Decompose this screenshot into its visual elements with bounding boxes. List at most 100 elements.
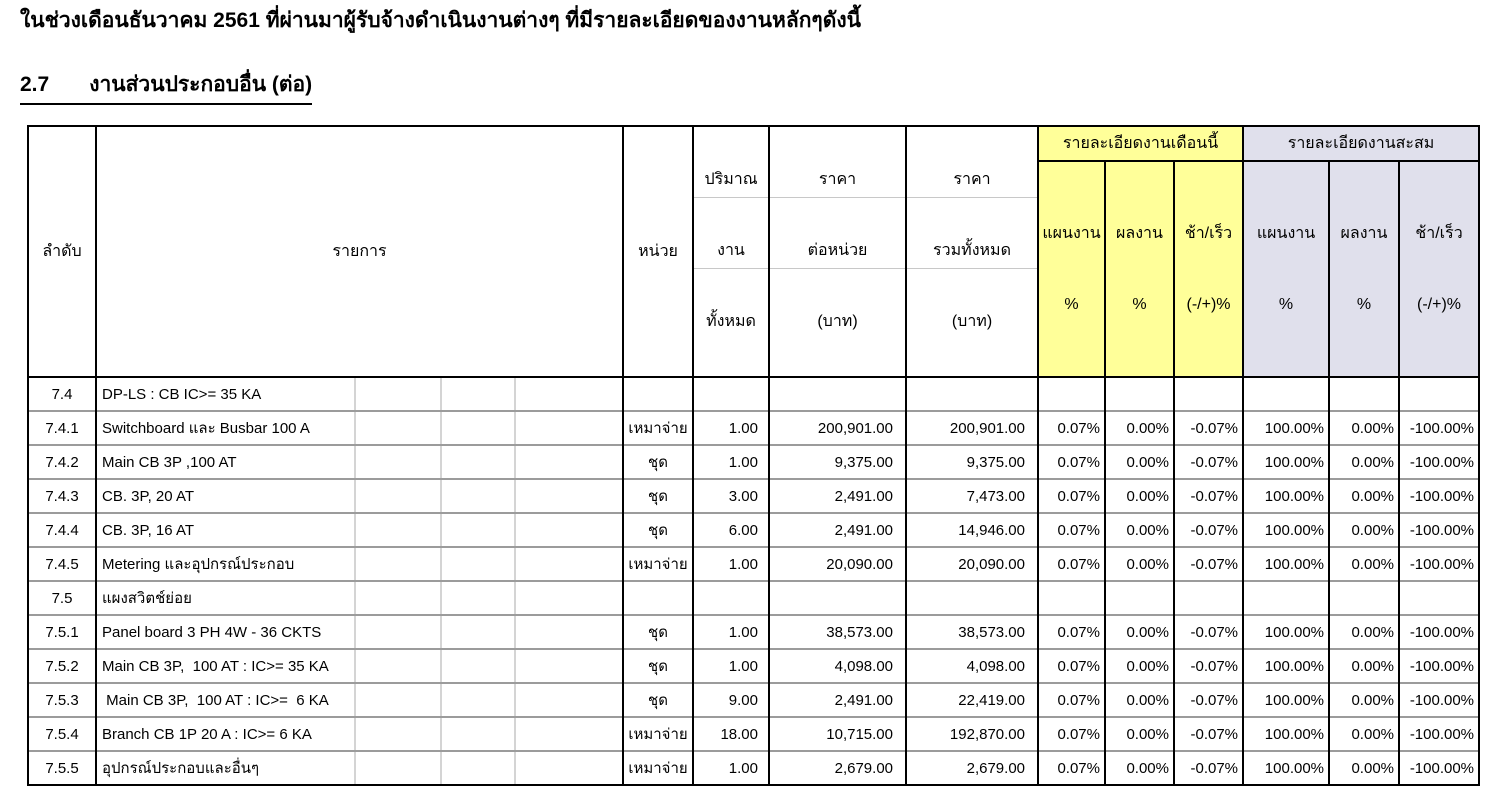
month-actual-cell: 0.00% bbox=[1104, 478, 1175, 513]
month-plan-cell: 0.07% bbox=[1037, 750, 1106, 785]
cum-diff-cell: -100.00% bbox=[1398, 648, 1481, 683]
item-cell: CB. 3P, 16 AT bbox=[95, 512, 624, 547]
qty-cell: 1.00 bbox=[692, 444, 770, 479]
row-no-cell: 7.4.4 bbox=[27, 512, 97, 547]
cum-plan-cell: 100.00% bbox=[1242, 614, 1331, 649]
cum-actual-cell: 0.00% bbox=[1328, 682, 1401, 717]
month-plan-cell: 0.07% bbox=[1037, 478, 1106, 513]
cum-plan-cell: 100.00% bbox=[1242, 444, 1331, 479]
item-cell: แผงสวิตช์ย่อย bbox=[95, 580, 624, 615]
month-plan-cell: 0.07% bbox=[1037, 614, 1106, 649]
cum-diff-cell: -100.00% bbox=[1398, 410, 1481, 445]
cum-actual-cell: 0.00% bbox=[1328, 478, 1401, 513]
month-actual-cell: 0.00% bbox=[1104, 648, 1175, 683]
unit-price-cell bbox=[768, 580, 907, 615]
month-actual-cell: 0.00% bbox=[1104, 512, 1175, 547]
item-cell: DP-LS : CB IC>= 35 KA bbox=[95, 376, 624, 411]
col-header-unit-price: ราคา ต่อหน่วย (บาท) bbox=[768, 126, 907, 377]
cum-plan-cell: 100.00% bbox=[1242, 750, 1331, 785]
total-price-cell: 200,901.00 bbox=[905, 410, 1039, 445]
unit-price-cell: 9,375.00 bbox=[768, 444, 907, 479]
table-row: 7.4 DP-LS : CB IC>= 35 KA bbox=[27, 376, 1481, 411]
cum-actual-cell: 0.00% bbox=[1328, 614, 1401, 649]
col-header-cum-actual: ผลงาน % bbox=[1328, 161, 1401, 377]
item-cell: Main CB 3P, 100 AT : IC>= 35 KA bbox=[95, 648, 624, 683]
cum-diff-cell bbox=[1398, 580, 1481, 615]
unit-price-cell: 2,491.00 bbox=[768, 512, 907, 547]
qty-cell: 1.00 bbox=[692, 546, 770, 581]
unit-cell: ชุด bbox=[622, 512, 694, 547]
month-actual-cell: 0.00% bbox=[1104, 444, 1175, 479]
month-diff-cell: -0.07% bbox=[1172, 750, 1245, 785]
cum-diff-cell bbox=[1398, 376, 1481, 411]
month-actual-cell: 0.00% bbox=[1104, 716, 1175, 751]
col-header-no: ลำดับ bbox=[27, 126, 97, 377]
section-heading: 2.7 งานส่วนประกอบอื่น (ต่อ) bbox=[20, 68, 313, 105]
item-cell: Metering และอุปกรณ์ประกอบ bbox=[95, 546, 624, 581]
group-header-cumulative: รายละเอียดงานสะสม bbox=[1242, 126, 1481, 162]
cum-diff-cell: -100.00% bbox=[1398, 614, 1481, 649]
total-price-cell: 20,090.00 bbox=[905, 546, 1039, 581]
unit-price-cell: 2,491.00 bbox=[768, 478, 907, 513]
month-diff-cell: -0.07% bbox=[1172, 410, 1245, 445]
unit-cell: ชุด bbox=[622, 682, 694, 717]
table-row: 7.4.4 CB. 3P, 16 AT ชุด 6.00 2,491.00 14,946.… bbox=[27, 512, 1481, 547]
month-plan-cell: 0.07% bbox=[1037, 512, 1106, 547]
month-actual-cell bbox=[1104, 376, 1175, 411]
qty-cell bbox=[692, 580, 770, 615]
month-actual-cell bbox=[1104, 580, 1175, 615]
row-no-cell: 7.5.2 bbox=[27, 648, 97, 683]
cum-diff-cell: -100.00% bbox=[1398, 478, 1481, 513]
table-row: 7.4.2 Main CB 3P ,100 AT ชุด 1.00 9,375.00 9,… bbox=[27, 444, 1481, 479]
cum-actual-cell: 0.00% bbox=[1328, 512, 1401, 547]
cum-actual-cell bbox=[1328, 580, 1401, 615]
table-row: 7.4.5 Metering และอุปกรณ์ประกอบ เหมาจ่าย 1.… bbox=[27, 546, 1481, 581]
col-header-cum-plan: แผนงาน % bbox=[1242, 161, 1331, 377]
total-price-cell: 38,573.00 bbox=[905, 614, 1039, 649]
cum-actual-cell: 0.00% bbox=[1328, 444, 1401, 479]
unit-cell bbox=[622, 376, 694, 411]
work-details-table: ลำดับ รายการ หน่วย ปริมาณ งาน ทั้งหมด รา… bbox=[27, 125, 1481, 786]
qty-cell: 3.00 bbox=[692, 478, 770, 513]
cum-diff-cell: -100.00% bbox=[1398, 512, 1481, 547]
unit-price-cell bbox=[768, 376, 907, 411]
total-price-cell bbox=[905, 376, 1039, 411]
cum-diff-cell: -100.00% bbox=[1398, 750, 1481, 785]
item-cell: Main CB 3P ,100 AT bbox=[95, 444, 624, 479]
cum-plan-cell: 100.00% bbox=[1242, 716, 1331, 751]
qty-cell: 1.00 bbox=[692, 648, 770, 683]
month-actual-cell: 0.00% bbox=[1104, 750, 1175, 785]
unit-cell: ชุด bbox=[622, 444, 694, 479]
col-header-month-plan: แผนงาน % bbox=[1037, 161, 1106, 377]
month-diff-cell bbox=[1172, 376, 1245, 411]
cum-actual-cell: 0.00% bbox=[1328, 410, 1401, 445]
item-cell: Panel board 3 PH 4W - 36 CKTS bbox=[95, 614, 624, 649]
row-no-cell: 7.4.5 bbox=[27, 546, 97, 581]
intro-paragraph: ในช่วงเดือนธันวาคม 2561 ที่ผ่านมาผู้รับจ… bbox=[20, 9, 861, 32]
row-no-cell: 7.5 bbox=[27, 580, 97, 615]
item-cell: อุปกรณ์ประกอบและอื่นๆ bbox=[95, 750, 624, 785]
row-no-cell: 7.5.3 bbox=[27, 682, 97, 717]
cum-actual-cell bbox=[1328, 376, 1401, 411]
table-row: 7.5.3 Main CB 3P, 100 AT : IC>= 6 KA ชุด 9… bbox=[27, 682, 1481, 717]
month-actual-cell: 0.00% bbox=[1104, 614, 1175, 649]
row-no-cell: 7.4.2 bbox=[27, 444, 97, 479]
cum-plan-cell: 100.00% bbox=[1242, 512, 1331, 547]
qty-cell: 9.00 bbox=[692, 682, 770, 717]
col-header-total-price: ราคา รวมทั้งหมด (บาท) bbox=[905, 126, 1039, 377]
cum-plan-cell bbox=[1242, 580, 1331, 615]
cum-actual-cell: 0.00% bbox=[1328, 648, 1401, 683]
cum-plan-cell bbox=[1242, 376, 1331, 411]
total-price-cell: 22,419.00 bbox=[905, 682, 1039, 717]
month-diff-cell: -0.07% bbox=[1172, 546, 1245, 581]
table-row: 7.5 แผงสวิตช์ย่อย bbox=[27, 580, 1481, 615]
item-cell: Switchboard และ Busbar 100 A bbox=[95, 410, 624, 445]
cum-diff-cell: -100.00% bbox=[1398, 546, 1481, 581]
cum-plan-cell: 100.00% bbox=[1242, 478, 1331, 513]
month-diff-cell bbox=[1172, 580, 1245, 615]
month-plan-cell: 0.07% bbox=[1037, 682, 1106, 717]
col-header-quantity: ปริมาณ งาน ทั้งหมด bbox=[692, 126, 770, 377]
month-plan-cell: 0.07% bbox=[1037, 546, 1106, 581]
month-diff-cell: -0.07% bbox=[1172, 716, 1245, 751]
col-header-month-actual: ผลงาน % bbox=[1104, 161, 1175, 377]
